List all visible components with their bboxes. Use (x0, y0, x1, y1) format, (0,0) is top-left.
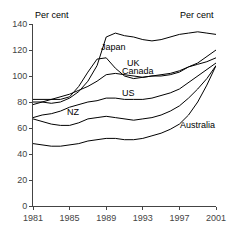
svg-text:120: 120 (12, 45, 27, 55)
svg-text:0: 0 (22, 201, 27, 211)
svg-text:Per cent: Per cent (35, 10, 69, 20)
svg-text:140: 140 (12, 19, 27, 29)
svg-text:Japan: Japan (101, 42, 126, 52)
svg-text:100: 100 (12, 71, 27, 81)
svg-text:NZ: NZ (67, 107, 79, 117)
svg-text:Australia: Australia (180, 120, 215, 130)
svg-text:US: US (122, 88, 135, 98)
svg-text:40: 40 (17, 149, 27, 159)
svg-text:80: 80 (17, 97, 27, 107)
svg-text:60: 60 (17, 123, 27, 133)
svg-text:Per cent: Per cent (180, 10, 214, 20)
svg-text:1993: 1993 (133, 213, 153, 223)
svg-text:1997: 1997 (169, 213, 189, 223)
svg-text:UK: UK (127, 58, 140, 68)
svg-text:2001: 2001 (206, 213, 226, 223)
svg-text:Canada: Canada (122, 66, 154, 76)
svg-text:20: 20 (17, 175, 27, 185)
svg-text:1989: 1989 (96, 213, 116, 223)
svg-text:1981: 1981 (23, 213, 43, 223)
svg-text:1985: 1985 (60, 213, 80, 223)
